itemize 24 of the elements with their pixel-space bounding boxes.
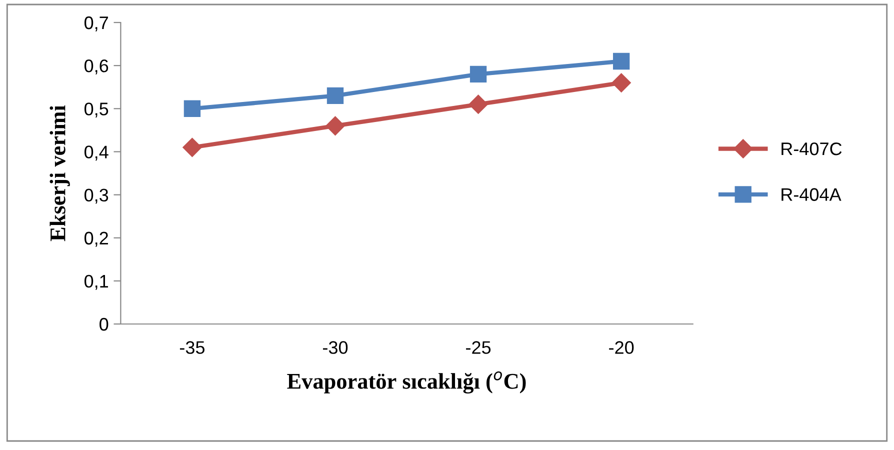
x-tick-label: -20 bbox=[609, 341, 634, 354]
point bbox=[468, 94, 488, 114]
y-tick-label: 0,2 bbox=[84, 232, 108, 247]
point bbox=[184, 100, 201, 117]
point bbox=[182, 138, 202, 157]
x-tick-label: -35 bbox=[180, 341, 204, 354]
x-axis-title: Evaporatör sıcaklığı ($^{o}$C) bbox=[287, 371, 526, 394]
point bbox=[470, 66, 487, 83]
x-tick-label: -25 bbox=[466, 341, 491, 354]
point bbox=[326, 87, 344, 104]
y-tick-label: 0,1 bbox=[84, 274, 108, 290]
y-tick-label: 0,5 bbox=[84, 102, 108, 118]
y-tick-label: 0,4 bbox=[84, 146, 108, 161]
legend-label: R-407C bbox=[782, 142, 842, 156]
legend-label: R-404A bbox=[782, 188, 842, 201]
y-tick-label: 0 bbox=[100, 318, 108, 331]
point bbox=[612, 52, 630, 70]
x-tick-label: -30 bbox=[323, 341, 348, 354]
y-tick-label: 0,3 bbox=[84, 188, 108, 204]
y-tick-label: 0,6 bbox=[84, 60, 108, 74]
y-tick-label: 0,7 bbox=[84, 16, 108, 32]
point bbox=[612, 73, 631, 92]
point bbox=[326, 116, 345, 136]
y-axis-title: Ekserji verimi bbox=[50, 105, 70, 242]
